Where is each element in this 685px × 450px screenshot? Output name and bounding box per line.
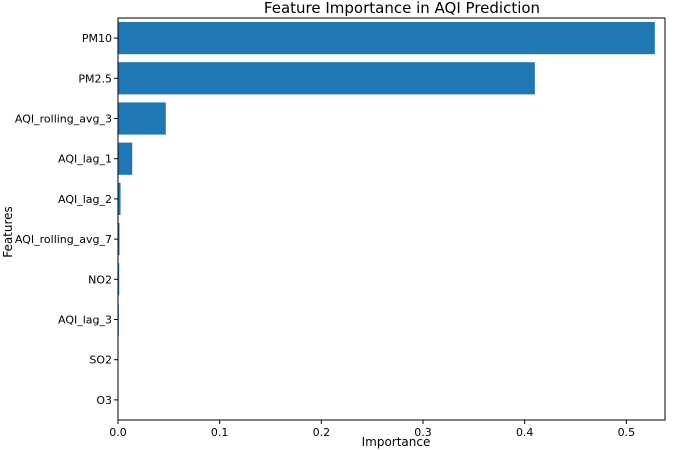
y-tick-label: PM10 <box>82 32 112 45</box>
bar-aqi-lag-2 <box>118 182 121 215</box>
y-tick-label: NO2 <box>88 273 112 286</box>
bar-aqi-lag-1 <box>118 142 133 175</box>
y-tick-label: AQI_lag_3 <box>58 314 112 327</box>
y-tick-label: AQI_rolling_avg_7 <box>15 233 112 246</box>
y-tick-label: AQI_lag_1 <box>58 153 112 166</box>
chart-title: Feature Importance in AQI Prediction <box>264 0 540 17</box>
x-tick-label: 0.5 <box>618 426 636 439</box>
x-axis-label: Importance <box>362 435 431 449</box>
bar-pm10 <box>118 22 655 55</box>
plot-frame <box>117 17 666 421</box>
x-ticks-group: 0.0 0.1 0.2 0.3 0.4 0.5 <box>109 420 635 439</box>
bar-aqi-rolling-avg-7 <box>118 223 120 256</box>
x-tick-label: 0.1 <box>211 426 229 439</box>
x-tick-label: 0.4 <box>516 426 534 439</box>
y-tick-label: AQI_rolling_avg_3 <box>15 113 112 126</box>
bars-group <box>118 22 655 416</box>
y-axis-label: Features <box>1 206 15 258</box>
x-tick-label: 0.2 <box>313 426 331 439</box>
y-tick-label: PM2.5 <box>78 72 112 85</box>
x-tick-label: 0.0 <box>109 426 127 439</box>
y-tick-label: SO2 <box>89 354 112 367</box>
bar-aqi-rolling-avg-3 <box>118 102 166 135</box>
y-ticks-group: PM10 PM2.5 AQI_rolling_avg_3 AQI_lag_1 AQI_l… <box>15 32 118 407</box>
y-tick-label: O3 <box>96 394 112 407</box>
x-tick-label: 0.3 <box>414 426 432 439</box>
bar-no2 <box>118 263 120 296</box>
bar-pm2-5 <box>118 62 535 95</box>
y-tick-label: AQI_lag_2 <box>58 193 112 206</box>
